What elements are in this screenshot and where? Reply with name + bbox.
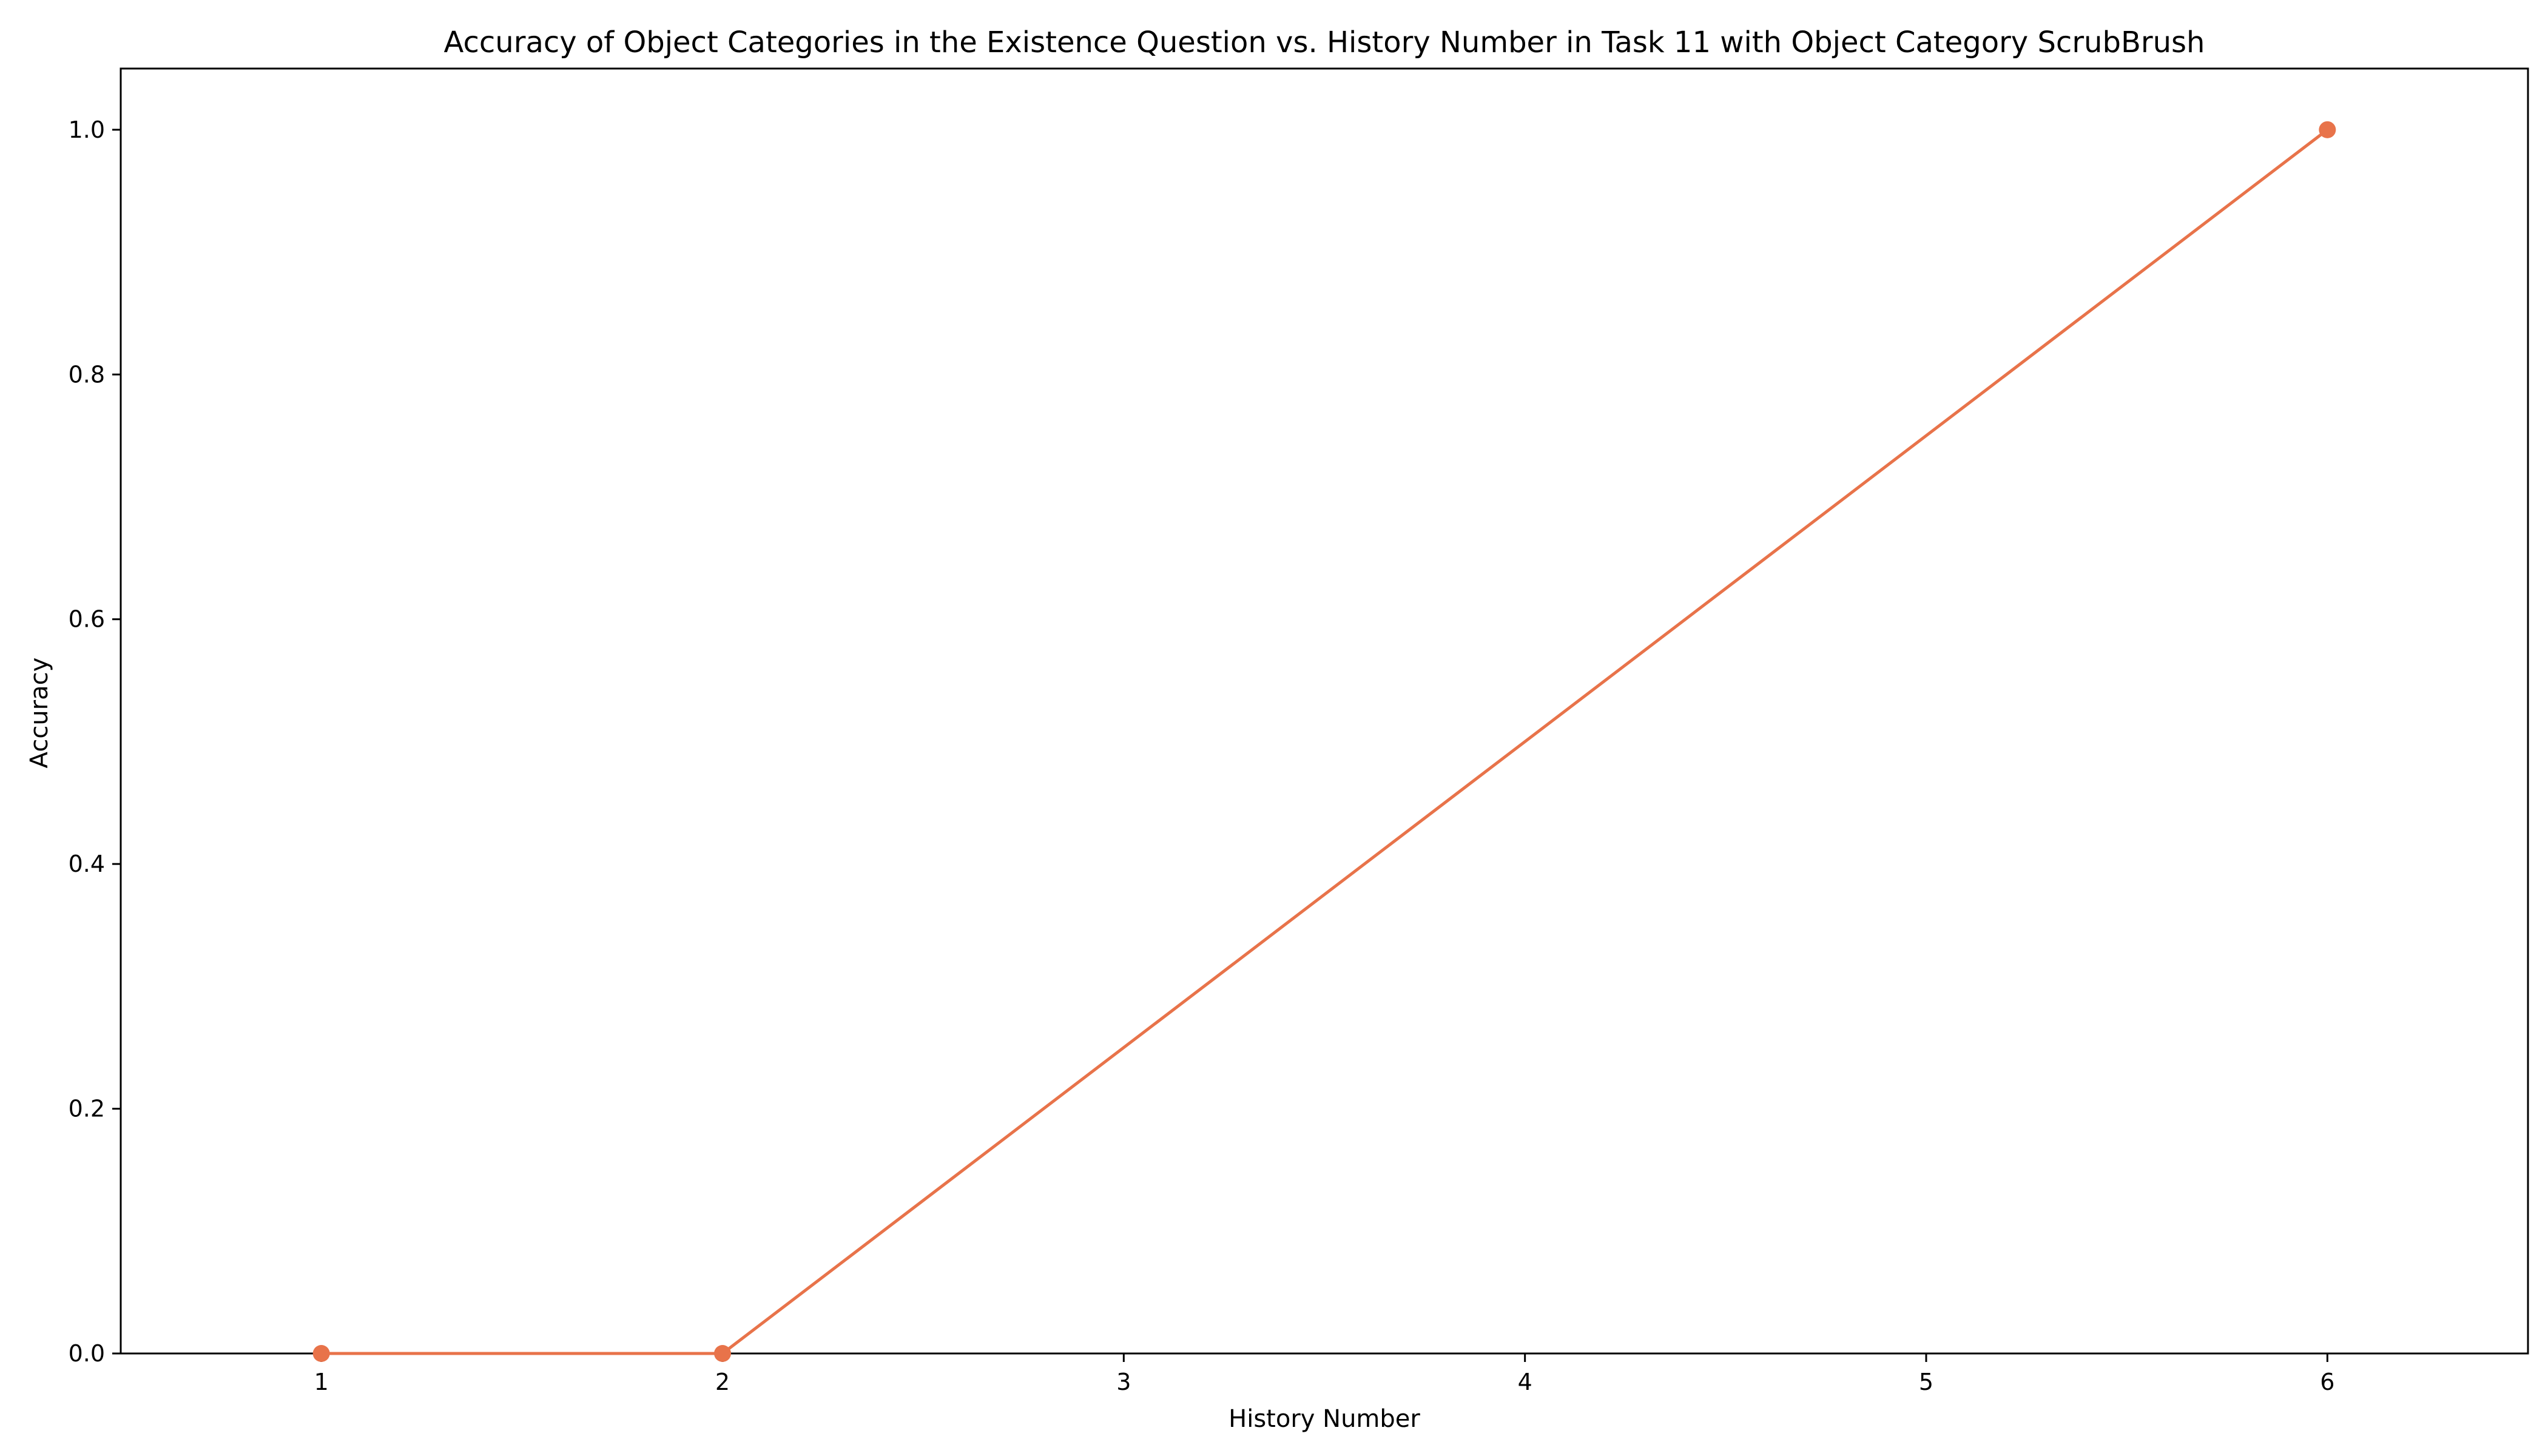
x-tick-label: 5	[1919, 1369, 1933, 1395]
y-tick-label: 0.4	[69, 851, 105, 877]
chart-title: Accuracy of Object Categories in the Exi…	[444, 25, 2205, 59]
x-tick-label: 4	[1518, 1369, 1532, 1395]
y-tick-label: 0.8	[69, 361, 105, 388]
plot-area-frame	[120, 67, 2529, 1355]
x-tick-label: 6	[2320, 1369, 2334, 1395]
data-point-marker	[2319, 121, 2336, 138]
x-axis-label: History Number	[1228, 1405, 1420, 1433]
y-tick-label: 0.0	[69, 1340, 105, 1367]
data-point-marker	[714, 1345, 731, 1362]
x-tick-label: 1	[314, 1369, 329, 1395]
x-tick-label: 2	[715, 1369, 730, 1395]
y-axis-label: Accuracy	[25, 658, 53, 769]
y-axis: 0.0 0.2 0.4 0.6 0.8 1.0	[69, 116, 121, 1367]
data-point-marker	[312, 1345, 330, 1362]
x-axis: 1 2 3 4 5 6	[314, 1353, 2334, 1395]
x-tick-label: 3	[1116, 1369, 1131, 1395]
y-tick-label: 1.0	[69, 116, 105, 143]
series-layer	[312, 121, 2336, 1362]
y-tick-label: 0.2	[69, 1096, 105, 1122]
y-tick-label: 0.6	[69, 606, 105, 633]
